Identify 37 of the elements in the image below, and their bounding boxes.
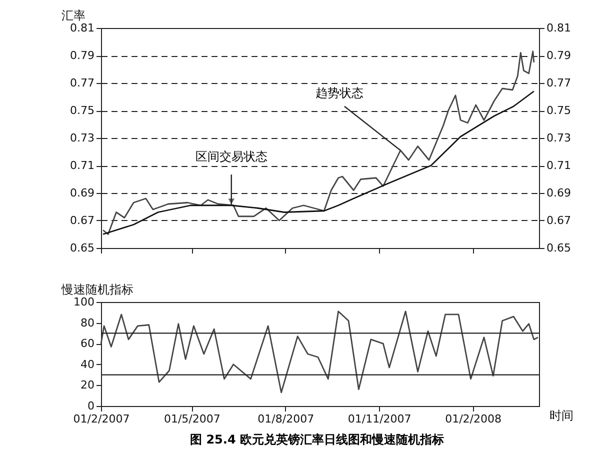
y-tick-label: 0.69 bbox=[70, 186, 94, 200]
y-tick-label: 60 bbox=[80, 337, 94, 350]
x-tick-label: 01/8/2007 bbox=[258, 412, 314, 426]
line-series bbox=[100, 310, 539, 394]
x-tick-label: 01/2/2008 bbox=[445, 412, 502, 426]
y-tick-label: 100 bbox=[74, 296, 94, 308]
y2-tick-label: 0.69 bbox=[546, 186, 571, 200]
y-tick-label: 40 bbox=[80, 358, 94, 371]
x-tick-label: 01/2/2007 bbox=[73, 412, 130, 426]
y2-tick-label: 0.81 bbox=[546, 22, 571, 34]
annotation: 区间交易状态 bbox=[195, 150, 268, 164]
y-axis-title: 汇率 bbox=[62, 8, 86, 22]
y2-tick-label: 0.75 bbox=[546, 104, 571, 117]
y-tick-label: 0.71 bbox=[70, 159, 94, 172]
y-tick-label: 0.75 bbox=[70, 104, 94, 117]
y2-tick-label: 0.71 bbox=[546, 159, 571, 172]
x-tick-label: 01/5/2007 bbox=[164, 412, 220, 426]
annotation: 趋势状态 bbox=[315, 86, 364, 100]
y-tick-label: 0.67 bbox=[70, 214, 94, 227]
y-axis-title: 慢速随机指标 bbox=[60, 282, 134, 296]
y-tick-label: 0 bbox=[88, 400, 94, 412]
y-tick-label: 20 bbox=[80, 378, 94, 392]
y-tick-label: 80 bbox=[80, 316, 94, 330]
y2-tick-label: 0.77 bbox=[546, 76, 571, 90]
x-axis-title: 时间 bbox=[550, 408, 574, 422]
y-tick-label: 0.81 bbox=[70, 22, 94, 34]
y2-tick-label: 0.73 bbox=[546, 132, 571, 144]
y-tick-label: 0.79 bbox=[70, 49, 94, 62]
y-tick-label: 0.73 bbox=[70, 132, 94, 144]
x-tick-label: 01/11/2007 bbox=[348, 412, 412, 426]
y-tick-label: 0.77 bbox=[70, 76, 94, 90]
y2-tick-label: 0.67 bbox=[546, 214, 571, 227]
caption: 图 25.4 欧元兑英镑汇率日线图和慢速随机指标 bbox=[190, 432, 444, 446]
y2-tick-label: 0.79 bbox=[546, 49, 571, 62]
line-series bbox=[102, 50, 535, 235]
y-tick-label: 0.65 bbox=[70, 242, 94, 254]
y2-tick-label: 0.65 bbox=[546, 242, 571, 254]
